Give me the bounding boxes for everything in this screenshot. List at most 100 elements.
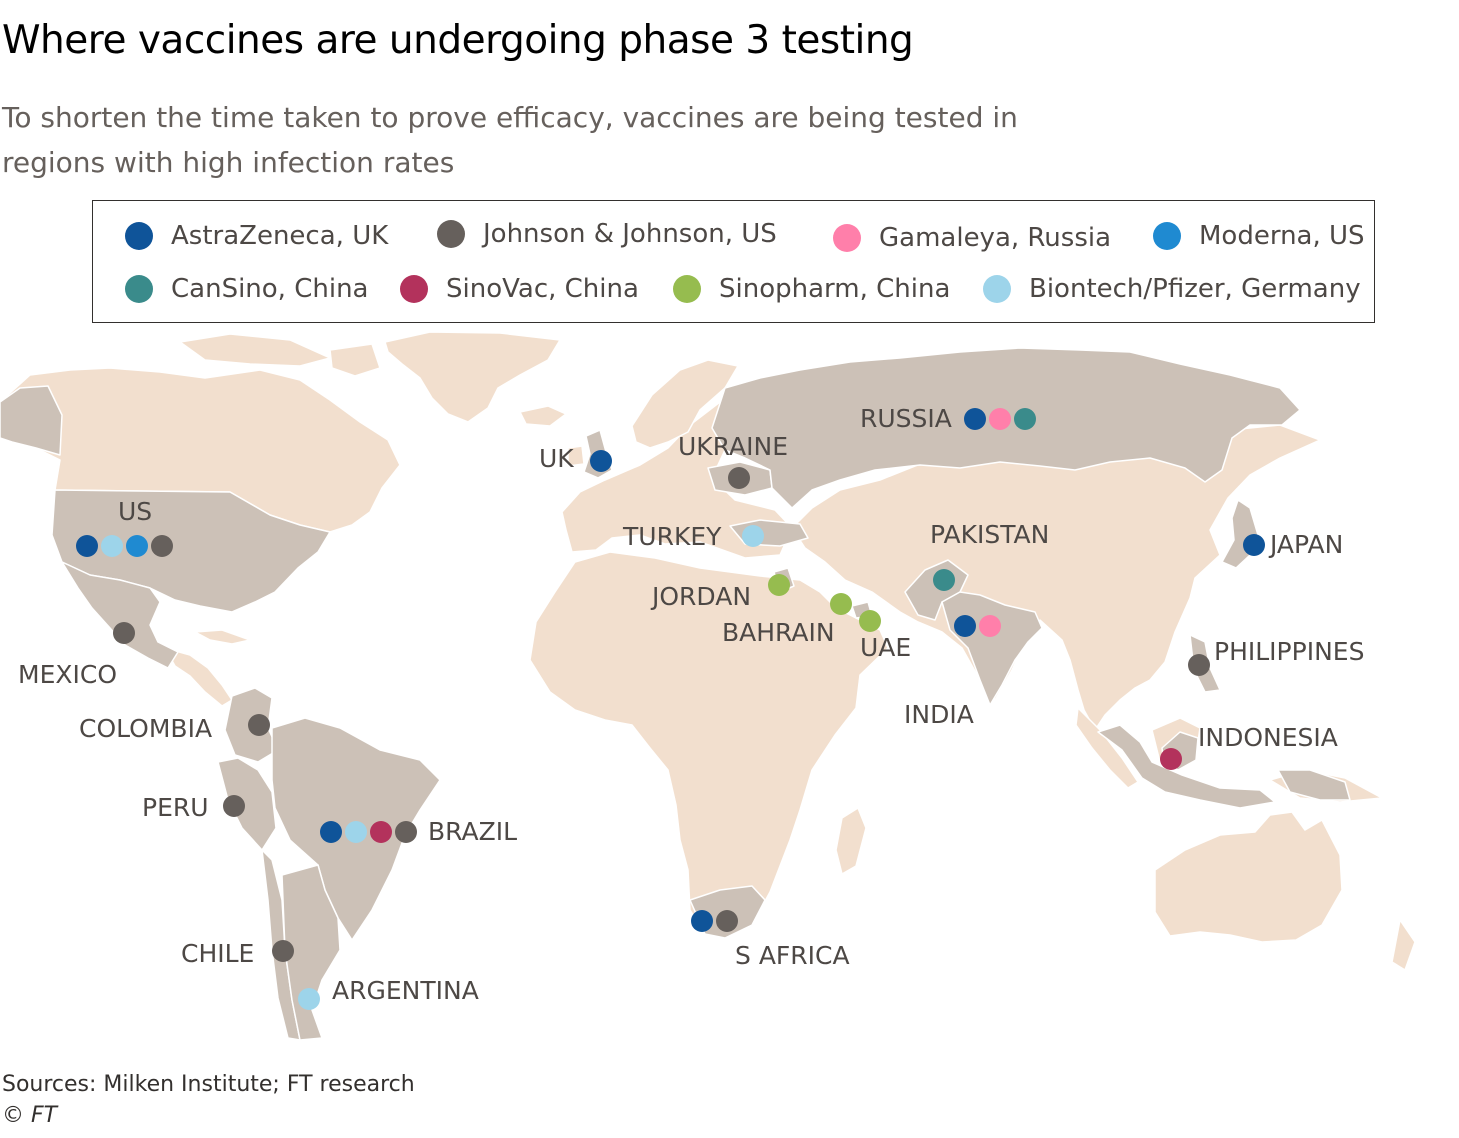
trial-country-alaska — [0, 385, 63, 456]
land-central-america — [164, 647, 233, 707]
marker-us-biontech — [101, 535, 123, 557]
legend-item-moderna: Moderna, US — [1153, 221, 1365, 251]
land-arctic-islands — [329, 343, 381, 377]
country-label-colombia: COLOMBIA — [79, 714, 212, 743]
marker-us-moderna — [126, 535, 148, 557]
marker-brazil-biontech — [345, 821, 367, 843]
marker-brazil-astrazeneca — [320, 821, 342, 843]
land-europe — [561, 389, 793, 559]
legend-item-gamaleya: Gamaleya, Russia — [833, 223, 1111, 253]
country-label-japan: JAPAN — [1268, 530, 1343, 559]
land-cuba — [194, 629, 251, 645]
legend-label: AstraZeneca, UK — [171, 221, 389, 251]
legend-label: Johnson & Johnson, US — [483, 219, 777, 249]
land-australia — [1154, 811, 1343, 943]
marker-bahrain-sinopharm — [830, 593, 852, 615]
legend-label: Moderna, US — [1199, 221, 1365, 251]
marker-russia-gamaleya — [989, 408, 1011, 430]
marker-indonesia-sinovac — [1160, 748, 1182, 770]
trial-country-japan — [1221, 499, 1259, 569]
legend-item-cansino: CanSino, China — [125, 274, 368, 304]
legend-item-astrazeneca: AstraZeneca, UK — [125, 221, 388, 251]
land-scandinavia — [631, 359, 739, 449]
marker-jordan-sinopharm — [768, 574, 790, 596]
legend-swatch-cansino — [125, 275, 153, 303]
chart-subtitle: To shorten the time taken to prove effic… — [2, 101, 1018, 179]
legend-label: Biontech/Pfizer, Germany — [1029, 274, 1361, 304]
marker-brazil-sinovac — [370, 821, 392, 843]
land-canada — [0, 367, 401, 533]
country-label-argentina: ARGENTINA — [332, 976, 479, 1005]
legend-swatch-sinovac — [400, 275, 428, 303]
world-map: US MEXICO COLOMBIA PERU BRAZIL CHILE ARGENTINA… — [0, 331, 1416, 1041]
marker-turkey-biontech — [742, 525, 764, 547]
marker-s-africa-astrazeneca — [691, 910, 713, 932]
legend-item-sinovac: SinoVac, China — [400, 274, 639, 304]
marker-india-astrazeneca — [954, 615, 976, 637]
marker-us-jnj — [151, 535, 173, 557]
legend-label: SinoVac, China — [446, 274, 639, 304]
legend: AstraZeneca, UK Johnson & Johnson, US Ga… — [92, 200, 1375, 323]
marker-uk-astrazeneca — [590, 450, 612, 472]
land-iceland — [519, 405, 567, 427]
marker-s-africa-jnj — [716, 910, 738, 932]
legend-swatch-gamaleya — [833, 224, 861, 252]
country-label-mexico: MEXICO — [18, 660, 117, 689]
country-label-jordan: JORDAN — [650, 582, 751, 611]
marker-russia-cansino — [1014, 408, 1036, 430]
country-label-turkey: TURKEY — [622, 522, 722, 551]
legend-label: CanSino, China — [171, 274, 369, 304]
marker-peru-jnj — [223, 795, 245, 817]
marker-us-astrazeneca — [76, 535, 98, 557]
vaccine-markers — [76, 408, 1265, 1010]
country-label-uk: UK — [539, 444, 574, 473]
country-label-brazil: BRAZIL — [428, 817, 517, 846]
land-madagascar — [835, 807, 867, 875]
base-land — [0, 331, 1416, 971]
country-label-pakistan: PAKISTAN — [930, 520, 1049, 549]
marker-russia-astrazeneca — [964, 408, 986, 430]
country-label-uae: UAE — [860, 633, 911, 662]
trial-country-indonesia — [1277, 769, 1351, 801]
legend-swatch-biontech — [983, 275, 1011, 303]
land-africa — [529, 551, 889, 939]
country-label-russia: RUSSIA — [860, 404, 952, 433]
country-label-philippines: PHILIPPINES — [1214, 637, 1364, 666]
marker-uae-sinopharm — [859, 610, 881, 632]
legend-label: Gamaleya, Russia — [879, 223, 1112, 253]
legend-item-jnj: Johnson & Johnson, US — [437, 219, 777, 249]
legend-label: Sinopharm, China — [719, 274, 951, 304]
chart-title: Where vaccines are undergoing phase 3 te… — [2, 18, 914, 63]
marker-philippines-jnj — [1188, 654, 1210, 676]
country-label-ukraine: UKRAINE — [678, 432, 788, 461]
legend-swatch-jnj — [437, 220, 465, 248]
land-arctic-islands — [179, 333, 331, 367]
country-label-bahrain: BAHRAIN — [722, 618, 835, 647]
legend-item-biontech: Biontech/Pfizer, Germany — [983, 274, 1361, 304]
marker-brazil-jnj — [395, 821, 417, 843]
country-label-indonesia: INDONESIA — [1198, 723, 1338, 752]
marker-chile-jnj — [272, 940, 294, 962]
marker-india-gamaleya — [979, 615, 1001, 637]
country-label-s-africa: S AFRICA — [735, 941, 850, 970]
country-label-india: INDIA — [904, 700, 974, 729]
marker-mexico-jnj — [113, 622, 135, 644]
land-new-zealand — [1391, 919, 1416, 971]
legend-swatch-moderna — [1153, 222, 1181, 250]
source-note: Sources: Milken Institute; FT research — [2, 1072, 415, 1097]
marker-pakistan-cansino — [933, 569, 955, 591]
land-greenland — [384, 331, 561, 423]
legend-swatch-sinopharm — [673, 275, 701, 303]
legend-swatch-astrazeneca — [125, 222, 153, 250]
marker-ukraine-jnj — [728, 467, 750, 489]
marker-colombia-jnj — [248, 714, 270, 736]
trial-country-indonesia — [1097, 724, 1276, 809]
country-labels: US MEXICO COLOMBIA PERU BRAZIL CHILE ARGENTINA… — [18, 404, 1364, 1005]
country-label-chile: CHILE — [181, 939, 254, 968]
legend-item-sinopharm: Sinopharm, China — [673, 274, 950, 304]
country-label-us: US — [118, 497, 152, 526]
copyright-note: © FT — [2, 1103, 58, 1128]
trial-country-mexico — [61, 561, 179, 669]
land-ireland — [567, 445, 585, 467]
country-label-peru: PERU — [142, 793, 209, 822]
